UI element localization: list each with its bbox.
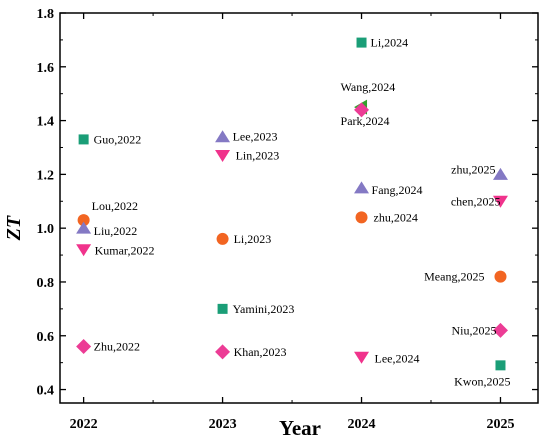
data-point-triangle-up <box>354 181 370 194</box>
data-points <box>76 37 508 371</box>
data-point-circle <box>494 270 507 283</box>
data-label: zhu,2025 <box>451 162 495 176</box>
x-tick-label: 2025 <box>486 417 514 432</box>
data-label: Niu,2025 <box>451 323 496 337</box>
data-label: chen,2025 <box>451 194 501 208</box>
y-tick-label: 0.8 <box>37 276 55 291</box>
data-label: Lou,2022 <box>92 199 138 213</box>
data-point-diamond <box>354 102 370 118</box>
data-point-square <box>356 37 367 48</box>
data-label: Kwon,2025 <box>454 374 510 388</box>
x-tick-label: 2023 <box>209 417 237 432</box>
y-tick-label: 1.4 <box>37 115 55 130</box>
y-tick-label: 0.4 <box>37 384 55 399</box>
data-point-diamond <box>76 339 92 355</box>
y-axis-title: ZT <box>3 215 25 241</box>
data-labels: Guo,2022 Lou,2022 Liu,2022 Kumar,2022 Zhu,20… <box>92 36 511 389</box>
data-point-triangle-up <box>76 221 92 234</box>
data-label: Fang,2024 <box>372 183 423 197</box>
x-tick-label: 2024 <box>348 417 376 432</box>
data-point-diamond <box>215 344 231 360</box>
data-point-triangle-down <box>492 195 508 208</box>
data-label: Lee,2023 <box>233 130 278 144</box>
data-label: Zhu,2022 <box>94 340 140 354</box>
data-label: Meang,2025 <box>424 270 484 284</box>
data-label: Khan,2023 <box>234 345 287 359</box>
data-label: Yamini,2023 <box>233 302 295 316</box>
data-label: Lee,2024 <box>375 351 420 365</box>
y-tick-label: 1.0 <box>37 222 55 237</box>
y-tick-label: 0.6 <box>37 330 55 345</box>
axis-ticks: 0.4 0.6 0.8 1.0 1.2 1.4 1.6 1.8 2022 2023 2024 2025 <box>37 7 538 432</box>
data-point-square <box>78 134 89 145</box>
data-label: Li,2023 <box>234 232 272 246</box>
data-label: Liu,2022 <box>94 224 138 238</box>
y-tick-label: 1.2 <box>37 168 55 183</box>
data-label: Park,2024 <box>341 114 390 128</box>
y-tick-label: 1.8 <box>37 7 55 22</box>
x-tick-label: 2022 <box>70 417 98 432</box>
data-point-diamond <box>492 322 508 338</box>
x-axis-title: Year <box>279 416 321 440</box>
data-label: Wang,2024 <box>341 80 396 94</box>
data-label: Kumar,2022 <box>95 244 155 258</box>
data-point-circle <box>216 232 229 245</box>
data-point-circle <box>355 211 368 224</box>
data-point-triangle-down <box>215 150 231 163</box>
data-point-triangle-down <box>76 244 92 257</box>
data-label: Lin,2023 <box>236 149 280 163</box>
y-tick-label: 1.6 <box>37 61 55 76</box>
data-label: Li,2024 <box>371 36 409 50</box>
data-point-triangle-up <box>215 130 231 143</box>
plot-frame <box>59 12 539 404</box>
data-label: Guo,2022 <box>94 132 142 146</box>
data-label: zhu,2024 <box>374 210 418 224</box>
data-point-triangle-up <box>492 167 508 180</box>
data-point-circle <box>77 214 90 227</box>
data-point-square <box>495 360 506 371</box>
data-point-square <box>217 303 228 314</box>
data-point-triangle-down <box>354 351 370 364</box>
